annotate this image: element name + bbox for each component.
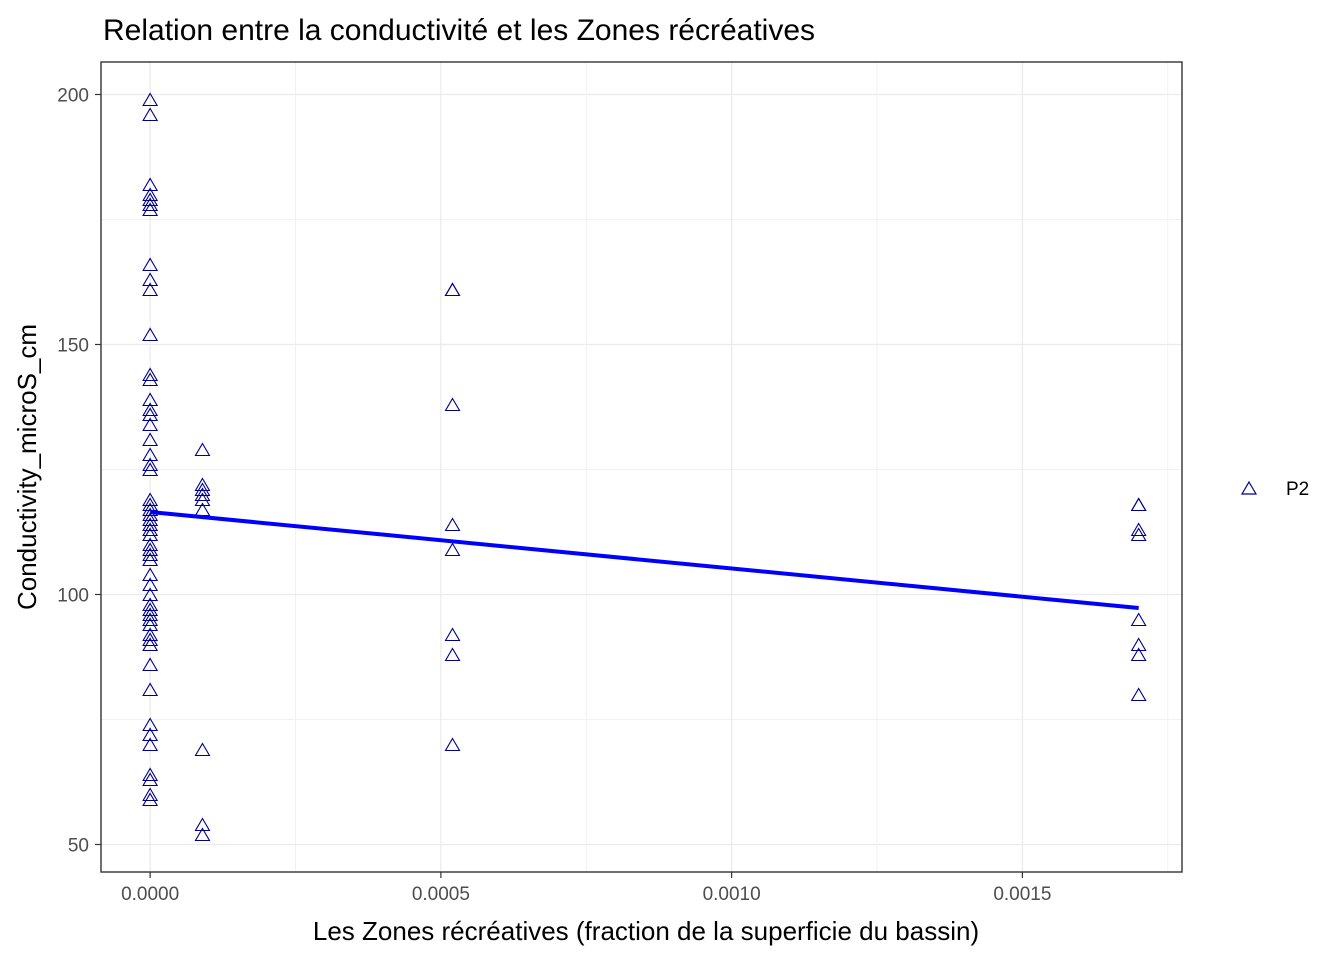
plot-background (101, 62, 1182, 872)
data-point-triangle (194, 442, 211, 457)
data-point-triangle (444, 647, 461, 662)
legend-label-p2: P2 (1286, 479, 1309, 500)
data-point-triangle (142, 197, 159, 212)
data-point-triangle (142, 772, 159, 787)
data-point-triangle (194, 827, 211, 842)
data-point-triangle (194, 477, 211, 492)
data-point-triangle (194, 742, 211, 757)
data-point-triangle (142, 497, 159, 512)
data-point-triangle (142, 492, 159, 507)
data-point-triangle (142, 272, 159, 287)
data-point-triangle (142, 607, 159, 622)
data-point-triangle (142, 617, 159, 632)
data-point-triangle (1130, 647, 1147, 662)
data-point-triangle (142, 637, 159, 652)
data-point-triangle (142, 257, 159, 272)
data-point-triangle (142, 552, 159, 567)
data-point-triangle (142, 327, 159, 342)
data-point-triangle (142, 462, 159, 477)
data-point-triangle (142, 527, 159, 542)
data-point-triangle (142, 192, 159, 207)
data-point-triangle (142, 632, 159, 647)
data-point-triangle (444, 397, 461, 412)
data-point-triangle (142, 202, 159, 217)
data-point-triangle (142, 407, 159, 422)
chart-title: Relation entre la conductivité et les Zo… (103, 14, 815, 47)
data-point-triangle (1130, 497, 1147, 512)
data-points (142, 92, 1147, 842)
data-point-triangle (142, 367, 159, 382)
axis-ticks: 0.0000 0.0005 0.0010 0.0015 50 100 150 200 (57, 86, 1051, 906)
data-point-triangle (444, 517, 461, 532)
data-point-triangle (142, 177, 159, 192)
data-point-triangle (142, 602, 159, 617)
y-tick-label: 200 (57, 86, 89, 107)
regression-line (149, 510, 1139, 610)
data-point-triangle (142, 612, 159, 627)
data-point-triangle (444, 737, 461, 752)
data-point-triangle (142, 537, 159, 552)
data-point-triangle (194, 492, 211, 507)
legend: P2 (1240, 479, 1309, 500)
plot-border (100, 61, 1183, 873)
x-tick-label: 0.0010 (703, 884, 761, 905)
data-point-triangle (1130, 612, 1147, 627)
x-tick-label: 0.0000 (121, 884, 179, 905)
data-point-triangle (142, 402, 159, 417)
data-point-triangle (142, 457, 159, 472)
data-point-triangle (142, 502, 159, 517)
data-point-triangle (142, 447, 159, 462)
data-point-triangle (194, 482, 211, 497)
data-point-triangle (142, 187, 159, 202)
data-point-triangle (444, 282, 461, 297)
data-point-triangle (444, 627, 461, 642)
data-point-triangle (444, 542, 461, 557)
data-point-triangle (142, 717, 159, 732)
legend-key-triangle-icon (1240, 480, 1258, 495)
x-tick-label: 0.0015 (993, 884, 1051, 905)
data-point-triangle (194, 487, 211, 502)
data-point-triangle (142, 392, 159, 407)
y-tick-label: 50 (68, 836, 89, 857)
data-point-triangle (142, 432, 159, 447)
data-point-triangle (142, 542, 159, 557)
x-axis-label: Les Zones récréatives (fraction de la su… (313, 916, 979, 946)
x-tick-label: 0.0005 (412, 884, 470, 905)
data-point-triangle (142, 657, 159, 672)
y-tick-label: 100 (57, 586, 89, 607)
data-point-triangle (1130, 522, 1147, 537)
data-point-triangle (142, 517, 159, 532)
data-point-triangle (142, 737, 159, 752)
data-point-triangle (142, 767, 159, 782)
data-point-triangle (194, 817, 211, 832)
data-point-triangle (142, 727, 159, 742)
data-point-triangle (1130, 637, 1147, 652)
data-point-triangle (142, 682, 159, 697)
data-point-triangle (1130, 527, 1147, 542)
data-point-triangle (142, 577, 159, 592)
data-point-triangle (142, 787, 159, 802)
data-point-triangle (142, 512, 159, 527)
y-tick-label: 150 (57, 336, 89, 357)
fit-line-group (149, 510, 1139, 610)
data-point-triangle (142, 587, 159, 602)
data-point-triangle (142, 92, 159, 107)
data-point-triangle (142, 597, 159, 612)
data-point-triangle (142, 507, 159, 522)
data-point-triangle (142, 567, 159, 582)
data-point-triangle (1130, 687, 1147, 702)
data-point-triangle (142, 417, 159, 432)
data-point-triangle (142, 547, 159, 562)
data-point-triangle (142, 627, 159, 642)
data-point-triangle (142, 282, 159, 297)
data-point-triangle (142, 372, 159, 387)
data-point-triangle (142, 522, 159, 537)
data-point-triangle (142, 792, 159, 807)
data-point-triangle (142, 107, 159, 122)
y-axis-label: Conductivity_microS_cm (12, 324, 42, 610)
